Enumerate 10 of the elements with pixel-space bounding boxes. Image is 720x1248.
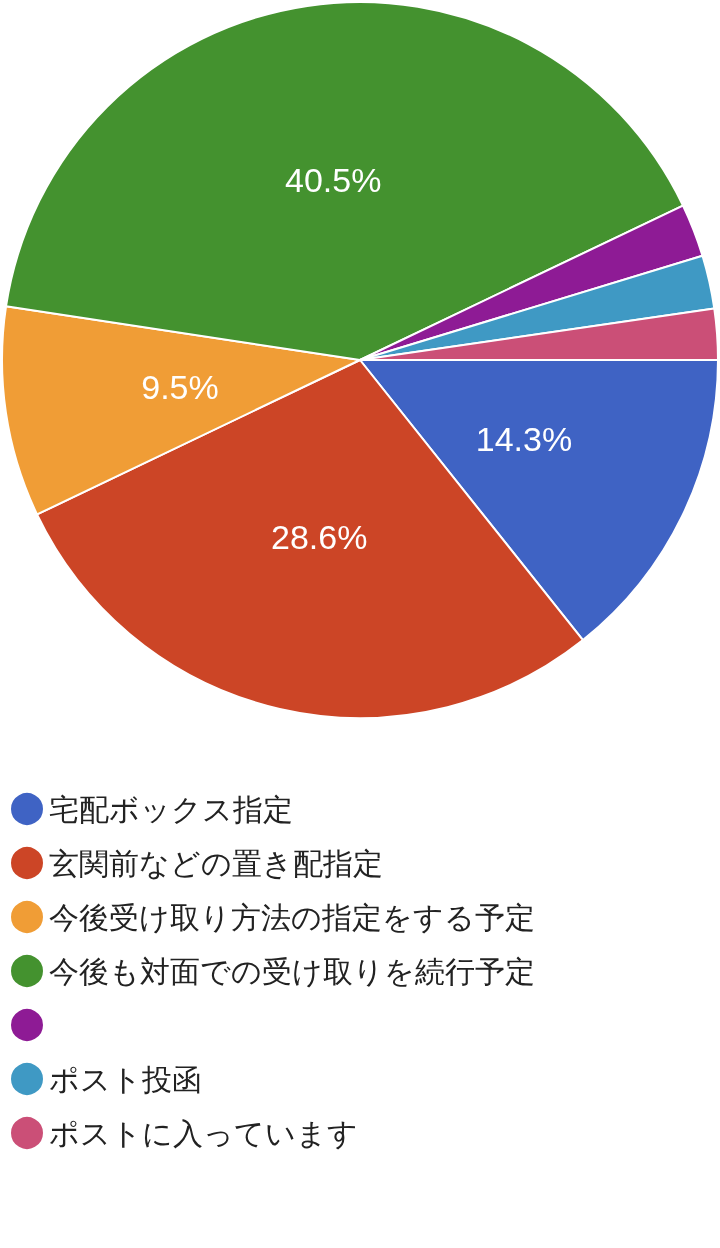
data-label: 40.5% xyxy=(285,160,382,199)
legend-label: 今後も対面での受け取りを続行予定 xyxy=(49,953,535,989)
data-label: 28.6% xyxy=(270,518,368,557)
data-label: 9.5% xyxy=(141,367,219,406)
data-label: 14.3% xyxy=(475,420,573,459)
legend-label: 玄関前などの置き配指定 xyxy=(49,845,383,881)
legend-label: ポスト投函 xyxy=(49,1061,202,1097)
legend-label: 宅配ボックス指定 xyxy=(49,791,293,827)
legend-label: ポストに入っています xyxy=(49,1115,358,1151)
legend-label: 今後受け取り方法の指定をする予定 xyxy=(49,899,535,935)
